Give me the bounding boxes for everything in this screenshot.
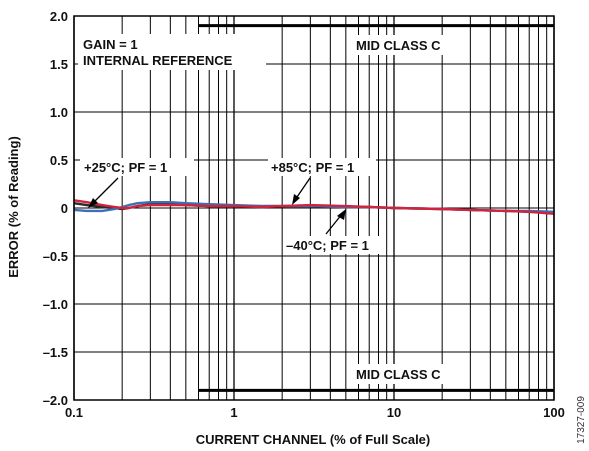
limit-label-bottom: MID CLASS C xyxy=(356,367,441,382)
arrowhead-85c xyxy=(292,194,300,205)
limit-label-top: MID CLASS C xyxy=(356,38,441,53)
y-tick-label: 0 xyxy=(61,201,68,216)
x-axis-title: CURRENT CHANNEL (% of Full Scale) xyxy=(196,432,431,447)
limit-label-top-bg xyxy=(350,35,468,55)
x-tick-label: 10 xyxy=(387,405,401,420)
y-tick-label: –1.5 xyxy=(43,345,68,360)
y-tick-label: 1.0 xyxy=(50,105,68,120)
y-axis-title: ERROR (% of Reading) xyxy=(6,136,21,278)
y-tick-label: 2.0 xyxy=(50,9,68,24)
series-label-85c: +85°C; PF = 1 xyxy=(271,160,354,175)
series-line-2 xyxy=(73,199,555,215)
arrow-25c xyxy=(91,177,119,205)
y-tick-label: –2.0 xyxy=(43,393,68,408)
limit-lines xyxy=(198,24,554,392)
grid-lines xyxy=(73,15,555,401)
annotation-gain-bg xyxy=(78,34,266,70)
arrowhead-m40c xyxy=(337,209,346,220)
y-tick-label: 1.5 xyxy=(50,57,68,72)
arrowhead-25c xyxy=(88,198,98,208)
annotation-reference: INTERNAL REFERENCE xyxy=(83,53,233,68)
label-85-bg xyxy=(268,158,376,176)
y-tick-label: –1.0 xyxy=(43,297,68,312)
plot-frame xyxy=(73,15,555,401)
y-tick-label: 0.5 xyxy=(50,153,68,168)
series-lines xyxy=(73,199,555,215)
label-m40-bg xyxy=(284,236,382,254)
series-label-m40c: –40°C; PF = 1 xyxy=(286,238,369,253)
figure-id: 17327-009 xyxy=(576,396,587,444)
x-tick-label: 0.1 xyxy=(65,405,83,420)
limit-label-bottom-bg xyxy=(350,364,468,384)
series-label-25c: +25°C; PF = 1 xyxy=(84,160,167,175)
x-tick-label: 100 xyxy=(543,405,565,420)
x-tick-label: 1 xyxy=(230,405,237,420)
label-25-bg xyxy=(80,158,194,176)
tick-labels: 0.1 1 10 100 2.0 1.5 1.0 0.5 0 –0.5 –1.0 –1.5 –2.0 xyxy=(43,9,565,420)
arrow-85c xyxy=(294,177,311,201)
annotation-gain: GAIN = 1 xyxy=(83,37,138,52)
y-tick-label: –0.5 xyxy=(43,249,68,264)
